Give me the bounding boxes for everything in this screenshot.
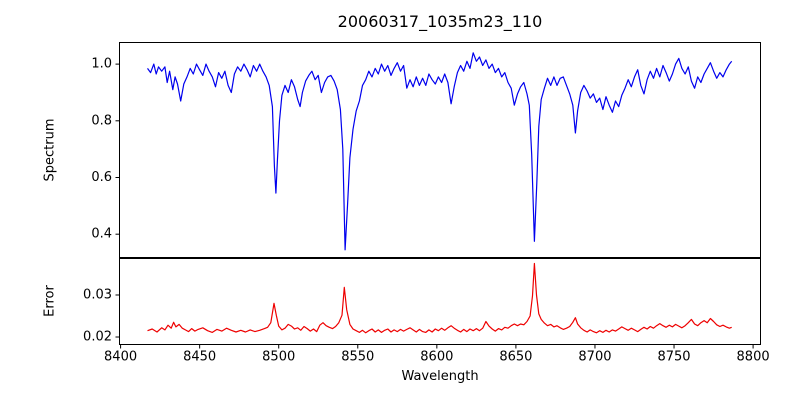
x-axis-label: Wavelength [401, 369, 479, 384]
x-tick-label: 8400 [104, 350, 137, 365]
spectrum-y-tick-label: 0.8 [91, 113, 112, 128]
spectrum-y-tick-label: 1.0 [91, 57, 112, 72]
error-panel-border [119, 258, 761, 345]
spectrum-y-tick-label: 0.4 [91, 227, 112, 242]
chart-title: 20060317_1035m23_110 [337, 12, 543, 31]
spectrum-line [147, 52, 733, 251]
x-tick-label: 8500 [262, 350, 295, 365]
error-y-tick-label: 0.03 [83, 287, 112, 302]
x-tick-label: 8750 [657, 350, 690, 365]
x-tick-label: 8550 [341, 350, 374, 365]
x-tick-label: 8700 [578, 350, 611, 365]
spectrum-panel-border [119, 42, 761, 258]
x-tick-label: 8800 [737, 350, 770, 365]
spectrum-y-tick-label: 0.6 [91, 170, 112, 185]
x-tick-label: 8600 [420, 350, 453, 365]
error-line [147, 262, 732, 334]
x-tick-label: 8650 [499, 350, 532, 365]
error-y-tick-label: 0.02 [83, 330, 112, 345]
x-tick-label: 8450 [183, 350, 216, 365]
